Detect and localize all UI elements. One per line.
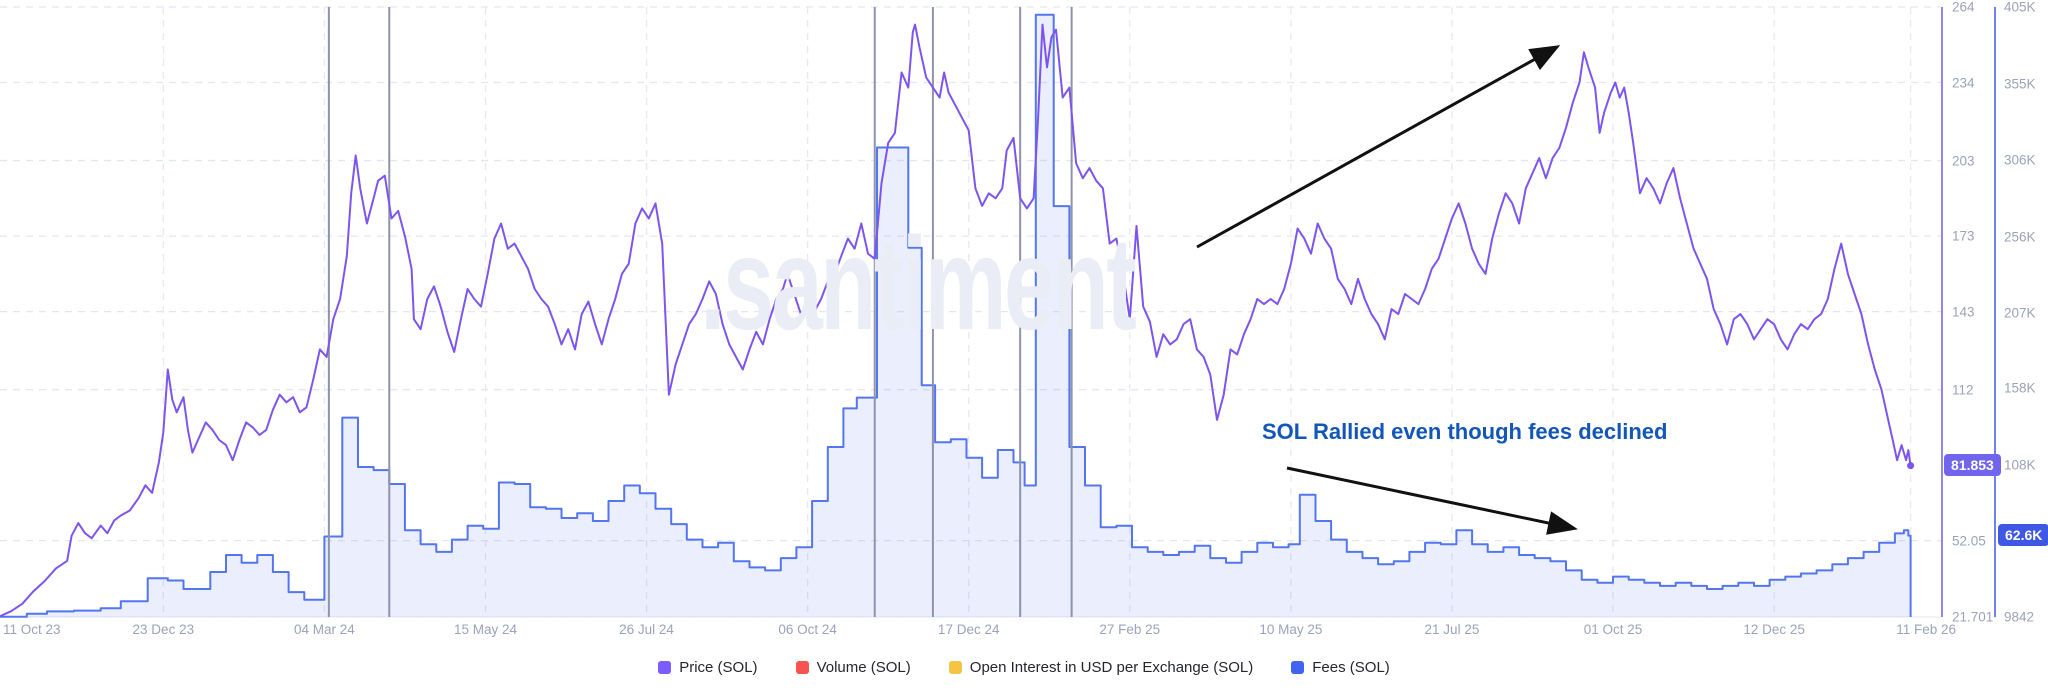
fees-tick-label: 158K bbox=[2004, 380, 2036, 396]
x-tick-label: 10 May 25 bbox=[1259, 622, 1323, 637]
x-tick-label: 21 Jul 25 bbox=[1424, 622, 1480, 637]
fees-tick-label: 355K bbox=[2004, 76, 2036, 92]
x-tick-label: 23 Dec 23 bbox=[132, 622, 195, 637]
price-tick-label: 52.05 bbox=[1952, 533, 1986, 549]
open-interest-swatch-icon bbox=[948, 661, 962, 674]
price-tick-label: 112 bbox=[1952, 382, 1974, 398]
price-tick-label: 173 bbox=[1952, 228, 1975, 244]
legend-item-price[interactable]: Price (SOL) bbox=[658, 659, 758, 676]
santiment-watermark: .santiment bbox=[700, 210, 1137, 357]
x-tick-label: 04 Mar 24 bbox=[293, 622, 355, 637]
fees-tick-label: 306K bbox=[2004, 152, 2036, 168]
fees-swatch-icon bbox=[1291, 661, 1305, 674]
price-tick-label: 143 bbox=[1952, 304, 1975, 320]
annotation-arrow bbox=[1196, 45, 1561, 249]
fees-tick-label: 405K bbox=[2004, 0, 2036, 15]
fees-current-value-badge: 62.6K bbox=[1998, 524, 2048, 546]
x-tick-label: 17 Dec 24 bbox=[937, 622, 1000, 637]
x-tick-label: 11 Feb 26 bbox=[1896, 622, 1956, 637]
fees-tick-label: 256K bbox=[2004, 229, 2036, 245]
legend-label: Fees (SOL) bbox=[1312, 659, 1390, 676]
price-tick-label: 203 bbox=[1952, 153, 1975, 169]
price-line[interactable] bbox=[0, 23, 1912, 618]
fees-tick-label: 108K bbox=[2004, 457, 2036, 473]
fees-tick-label: 207K bbox=[2004, 305, 2036, 321]
legend-label: Open Interest in USD per Exchange (SOL) bbox=[969, 659, 1254, 676]
price-last-point[interactable] bbox=[1907, 462, 1915, 470]
annotation-text: SOL Rallied even though fees declined bbox=[1262, 419, 1668, 444]
x-tick-label: 12 Dec 25 bbox=[1743, 622, 1805, 637]
legend-item-fees[interactable]: Fees (SOL) bbox=[1291, 659, 1390, 676]
legend-item-open-interest[interactable]: Open Interest in USD per Exchange (SOL) bbox=[948, 659, 1254, 676]
fees-tick-label: 9842 bbox=[2004, 609, 2035, 625]
volume-swatch-icon bbox=[795, 661, 809, 674]
x-tick-label: 06 Oct 24 bbox=[778, 622, 837, 637]
legend-label: Volume (SOL) bbox=[816, 659, 911, 676]
legend-label: Price (SOL) bbox=[679, 659, 758, 676]
price-tick-label: 234 bbox=[1952, 75, 1975, 91]
price-current-value-badge: 81.853 bbox=[1944, 454, 2001, 476]
x-tick-label: 01 Oct 25 bbox=[1583, 622, 1643, 637]
fees-area[interactable] bbox=[0, 14, 1911, 617]
price-tick-label: 21.701 bbox=[1952, 609, 1994, 625]
chart-legend: Price (SOL) Volume (SOL) Open Interest i… bbox=[0, 659, 2048, 676]
price-tick-label: 264 bbox=[1952, 0, 1975, 15]
x-tick-label: 26 Jul 24 bbox=[619, 622, 674, 637]
x-tick-label: 27 Feb 25 bbox=[1099, 622, 1161, 637]
annotation-arrow bbox=[1286, 466, 1578, 535]
price-swatch-icon bbox=[658, 661, 672, 674]
x-tick-label: 15 May 24 bbox=[453, 622, 517, 637]
x-tick-label: 11 Oct 23 bbox=[3, 622, 61, 637]
legend-item-volume[interactable]: Volume (SOL) bbox=[795, 659, 911, 676]
